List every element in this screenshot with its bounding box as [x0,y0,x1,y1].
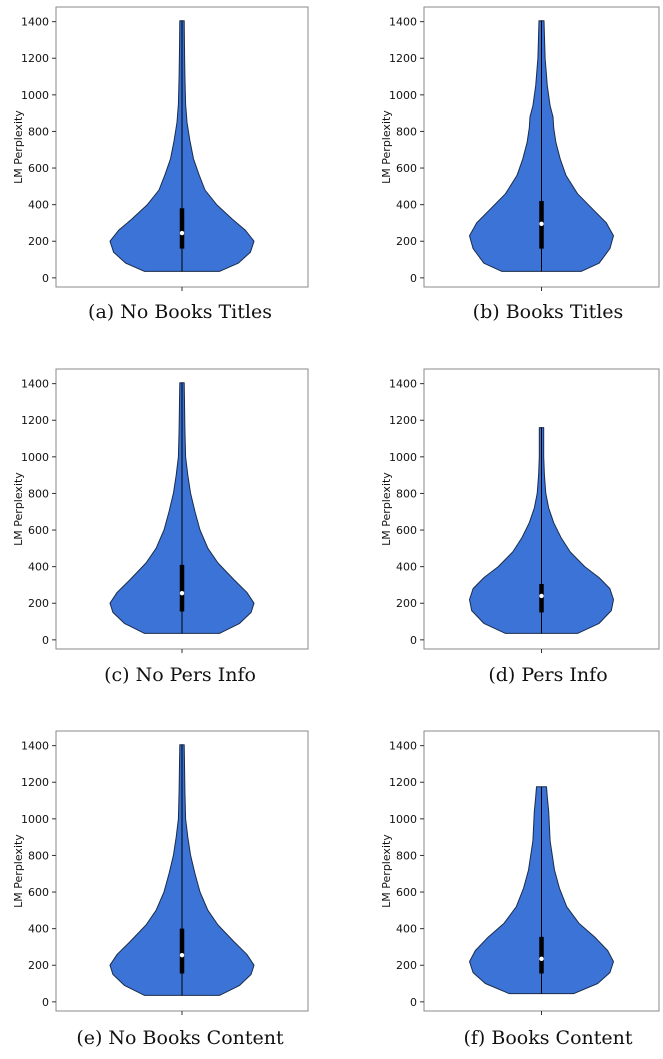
y-tick-label-400: 400 [396,561,417,574]
y-tick-label-600: 600 [28,162,49,175]
y-tick-label-1000: 1000 [389,89,417,102]
y-tick-label-1200: 1200 [21,414,49,427]
y-tick-label-0: 0 [42,634,49,647]
y-tick-label-400: 400 [28,923,49,936]
y-tick-label-0: 0 [410,996,417,1009]
y-tick-label-1200: 1200 [389,776,417,789]
y-tick-label-1400: 1400 [21,16,49,29]
violin-panel-1: 0 200 400 600 800 1000 1200 1400 LM Perplexity (a… [12,6,309,323]
y-tick-label-600: 600 [396,886,417,899]
violin-panel-2: 0 200 400 600 800 1000 1200 1400 LM Perplexity (b… [380,6,660,323]
y-tick-label-200: 200 [28,959,49,972]
y-tick-label-0: 0 [42,996,49,1009]
y-tick-label-1000: 1000 [21,813,49,826]
y-tick-label-1000: 1000 [389,451,417,464]
violin-median-dot [179,952,185,958]
y-tick-label-400: 400 [28,561,49,574]
y-tick-label-800: 800 [396,849,417,862]
y-axis-label: LM Perplexity [12,472,25,546]
y-tick-label-0: 0 [42,272,49,285]
y-tick-label-1000: 1000 [21,451,49,464]
y-tick-label-1200: 1200 [21,52,49,65]
panel-caption: (c) No Pers Info [104,664,256,686]
violin-median-dot [539,221,544,227]
panel-caption: (f) Books Content [463,1027,632,1049]
violin-median-dot [179,230,185,236]
y-tick-label-400: 400 [28,199,49,212]
y-tick-label-1200: 1200 [21,776,49,789]
y-axis-label: LM Perplexity [380,472,393,546]
y-tick-label-800: 800 [28,849,49,862]
y-axis-label: LM Perplexity [380,834,393,908]
y-tick-label-800: 800 [396,125,417,138]
y-tick-label-200: 200 [28,597,49,610]
violin-median-dot [539,593,544,599]
y-tick-label-200: 200 [396,959,417,972]
y-axis-label: LM Perplexity [12,834,25,908]
y-tick-label-1000: 1000 [389,813,417,826]
y-tick-label-800: 800 [28,125,49,138]
violin-panel-6: 0 200 400 600 800 1000 1200 1400 LM Perplexity (f… [380,730,660,1049]
y-tick-label-0: 0 [410,272,417,285]
panel-caption: (b) Books Titles [473,301,624,323]
y-tick-label-400: 400 [396,199,417,212]
y-tick-label-800: 800 [28,487,49,500]
y-tick-label-1400: 1400 [389,378,417,391]
y-tick-label-200: 200 [28,235,49,248]
y-tick-label-1000: 1000 [21,89,49,102]
violin-median-dot [179,590,185,596]
panel-caption: (e) No Books Content [76,1027,284,1049]
y-tick-label-200: 200 [396,235,417,248]
y-tick-label-1200: 1200 [389,52,417,65]
y-tick-label-400: 400 [396,923,417,936]
y-tick-label-1400: 1400 [389,16,417,29]
y-tick-label-0: 0 [410,634,417,647]
y-tick-label-1400: 1400 [21,740,49,753]
y-tick-label-200: 200 [396,597,417,610]
y-axis-label: LM Perplexity [380,110,393,184]
y-axis-label: LM Perplexity [12,110,25,184]
panel-caption: (d) Pers Info [488,664,607,686]
y-tick-label-600: 600 [28,886,49,899]
y-tick-label-600: 600 [28,524,49,537]
panel-caption: (a) No Books Titles [88,301,272,323]
y-tick-label-600: 600 [396,524,417,537]
y-tick-label-1200: 1200 [389,414,417,427]
y-tick-label-600: 600 [396,162,417,175]
violin-panel-5: 0 200 400 600 800 1000 1200 1400 LM Perplexity (e… [12,730,309,1049]
violin-panel-4: 0 200 400 600 800 1000 1200 1400 LM Perplexity (d… [380,368,660,686]
y-tick-label-1400: 1400 [21,378,49,391]
y-tick-label-800: 800 [396,487,417,500]
violin-median-dot [539,956,544,962]
violin-panel-3: 0 200 400 600 800 1000 1200 1400 LM Perplexity (c… [12,368,309,686]
y-tick-label-1400: 1400 [389,740,417,753]
